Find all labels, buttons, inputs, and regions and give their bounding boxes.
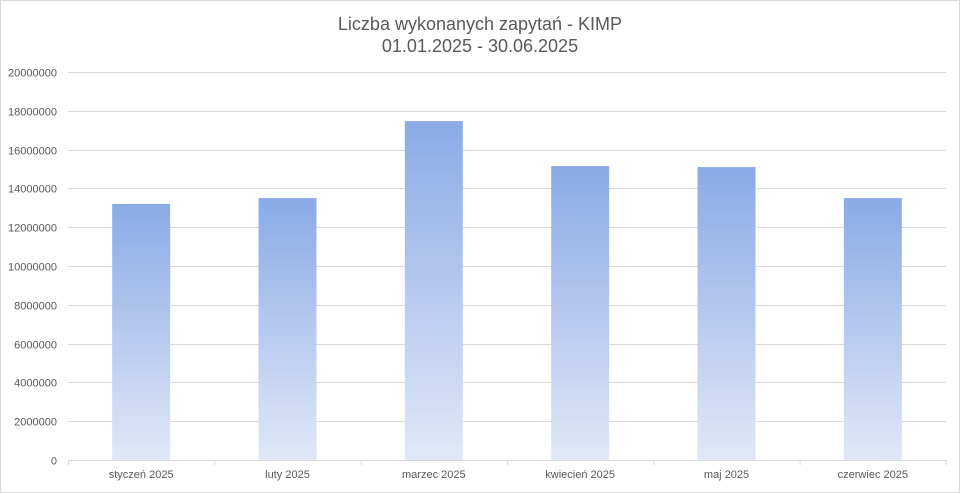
y-tick-label: 14000000 <box>8 184 57 196</box>
y-tick-label: 6000000 <box>14 340 57 352</box>
bar <box>551 166 610 460</box>
bar <box>843 198 902 460</box>
y-tick-label: 4000000 <box>14 378 57 390</box>
bar <box>697 167 756 460</box>
y-tick-label: 16000000 <box>8 146 57 158</box>
x-tick-label: marzec 2025 <box>402 469 466 481</box>
x-tick-label: luty 2025 <box>265 469 310 481</box>
y-tick-label: 10000000 <box>8 262 57 274</box>
chart-subtitle: 01.01.2025 - 30.06.2025 <box>381 36 579 56</box>
bar <box>258 198 317 460</box>
y-tick-label: 20000000 <box>8 68 57 80</box>
x-tick-label: czerwiec 2025 <box>838 469 908 481</box>
x-tick-label: kwiecień 2025 <box>545 469 615 481</box>
y-tick-label: 0 <box>51 456 57 468</box>
y-tick-label: 2000000 <box>14 417 57 429</box>
bar <box>112 203 171 461</box>
bar <box>404 121 463 460</box>
x-tick-label: maj 2025 <box>704 469 749 481</box>
y-tick-label: 18000000 <box>8 107 57 119</box>
y-tick-label: 8000000 <box>14 301 57 313</box>
x-tick-label: styczeń 2025 <box>109 469 174 481</box>
chart-title: Liczba wykonanych zapytań - KIMP <box>337 14 623 34</box>
y-tick-label: 12000000 <box>8 223 57 235</box>
